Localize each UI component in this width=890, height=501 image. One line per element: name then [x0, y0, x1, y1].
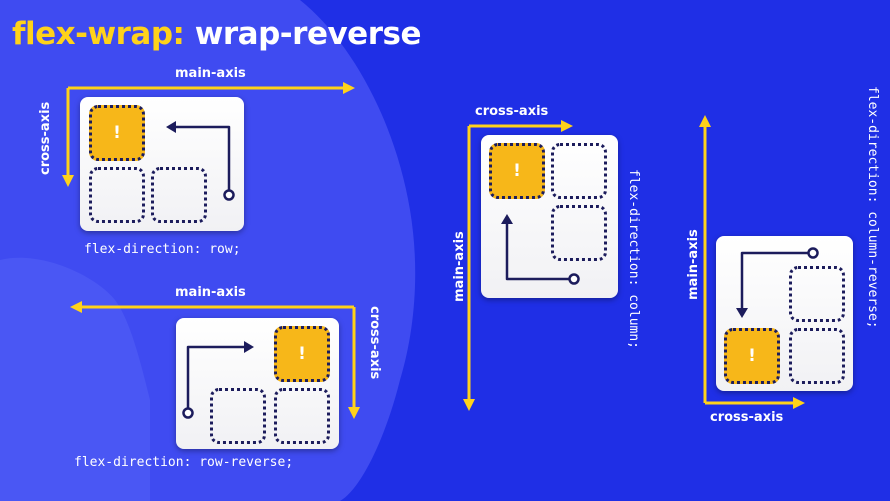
main-axis-label: main-axis: [175, 285, 246, 300]
flow-arrow: [182, 341, 254, 419]
title-value: wrap-reverse: [194, 16, 422, 52]
title-keyword: flex-wrap: [12, 16, 173, 52]
main-axis-arrow: [699, 115, 711, 403]
highlighted-flex-item: !: [89, 105, 145, 161]
flex-item: [274, 388, 330, 444]
title-separator: :: [172, 16, 185, 52]
flow-arrow: [736, 247, 819, 318]
flex-container-column-reverse: !: [716, 236, 853, 391]
flex-item: [789, 266, 845, 322]
cross-axis-arrow: [469, 120, 573, 132]
cross-axis-arrow: [62, 88, 74, 187]
flow-arrow: [166, 121, 235, 201]
flex-item: [210, 388, 266, 444]
highlighted-flex-item: !: [274, 326, 330, 382]
cross-axis-label: cross-axis: [710, 410, 784, 425]
page-title: flex-wrap: wrap-reverse: [12, 8, 421, 60]
main-axis-label: main-axis: [175, 66, 246, 81]
main-axis-arrow: [70, 301, 354, 313]
cross-axis-arrow: [348, 307, 360, 419]
main-axis-arrow: [68, 82, 355, 94]
flex-item: [151, 167, 207, 223]
cross-axis-arrow: [705, 397, 805, 409]
highlight-glyph: !: [748, 346, 756, 366]
highlighted-flex-item: !: [489, 143, 545, 199]
flex-item: [89, 167, 145, 223]
flex-item: [551, 143, 607, 199]
flow-arrow: [501, 214, 580, 285]
cross-axis-label: cross-axis: [475, 104, 549, 119]
flex-item: [551, 205, 607, 261]
highlight-glyph: !: [513, 161, 521, 181]
flex-container-column: !: [481, 135, 618, 298]
code-label-row-reverse: flex-direction: row-reverse;: [74, 455, 294, 470]
highlighted-flex-item: !: [724, 328, 780, 384]
highlight-glyph: !: [113, 123, 121, 143]
main-axis-arrow: [463, 126, 475, 411]
code-label-row: flex-direction: row;: [84, 242, 241, 257]
flex-container-row-reverse: !: [176, 318, 339, 449]
flex-container-row: !: [80, 97, 244, 231]
highlight-glyph: !: [298, 344, 306, 364]
flex-item: [789, 328, 845, 384]
